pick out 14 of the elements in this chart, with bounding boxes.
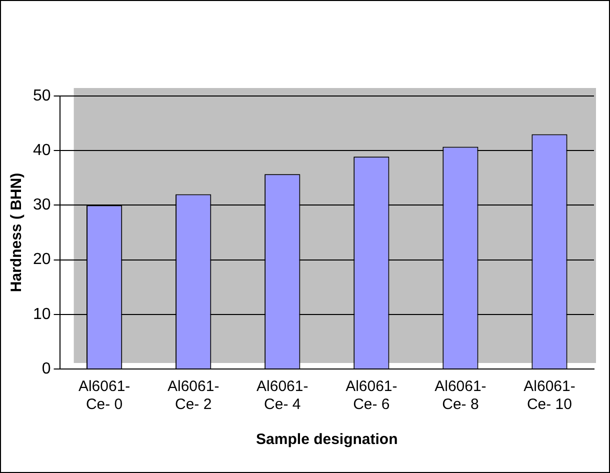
y-tick-label: 50: [33, 87, 51, 104]
y-tick-label: 40: [33, 142, 51, 160]
y-tick-label: 30: [33, 196, 51, 214]
y-tick-label: 10: [33, 306, 51, 323]
y-tick-label: 20: [33, 251, 51, 268]
x-axis-title: Sample designation: [256, 431, 398, 448]
y-tick-label: 0: [42, 360, 51, 378]
x-tick-label: Al6061- Ce- 4: [256, 378, 308, 414]
x-tick-label: Al6061- Ce- 8: [434, 378, 486, 414]
y-axis-title: Hardness ( BHN): [8, 172, 26, 292]
x-tick-label: Al6061- Ce- 0: [78, 378, 130, 414]
x-tick-label: Al6061- Ce- 6: [346, 378, 398, 414]
x-tick-label: Al6061- Ce- 10: [524, 378, 576, 414]
x-tick-label: Al6061- Ce- 2: [167, 378, 220, 414]
